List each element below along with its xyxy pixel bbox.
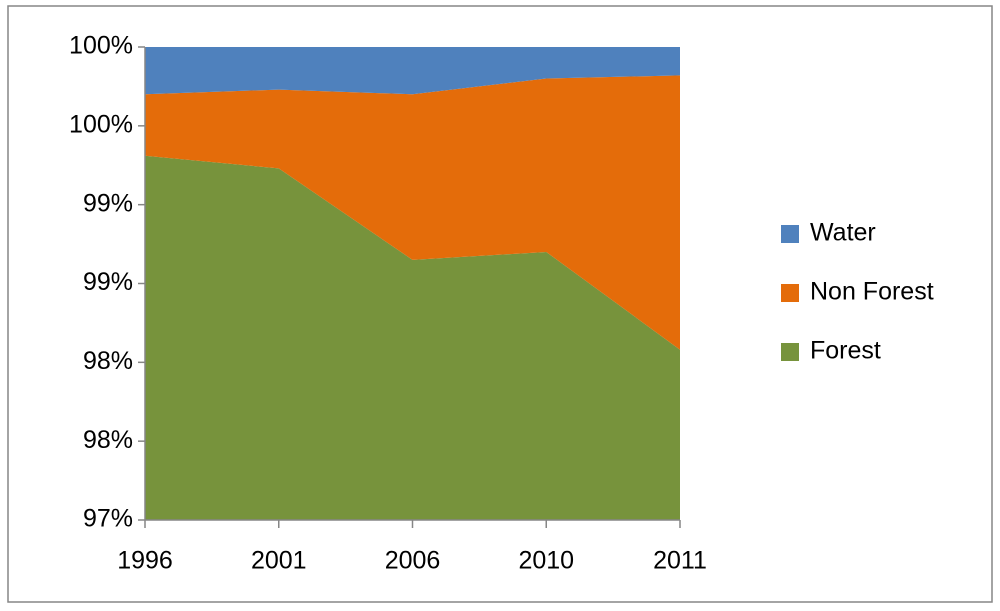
- x-tick-label: 2006: [385, 547, 441, 575]
- area: [145, 47, 680, 95]
- x-tick-label: 2011: [653, 547, 707, 575]
- y-tick-label: 99%: [83, 189, 133, 217]
- legend-label: Water: [810, 219, 876, 247]
- x-tick-label: 2010: [518, 547, 574, 575]
- area: [145, 75, 680, 350]
- y-tick-label: 100%: [69, 110, 133, 138]
- area: [145, 155, 680, 521]
- y-tick-label: 98%: [83, 426, 133, 454]
- x-tick-label: 2001: [251, 547, 307, 575]
- legend-swatch: [781, 343, 799, 361]
- legend-label: Forest: [810, 337, 881, 365]
- y-tick-label: 98%: [83, 347, 133, 375]
- y-tick-label: 99%: [83, 268, 133, 296]
- legend-swatch: [781, 225, 799, 243]
- legend-swatch: [781, 284, 799, 302]
- legend-label: Non Forest: [810, 278, 934, 306]
- y-tick-label: 97%: [83, 505, 133, 533]
- y-tick-label: 100%: [69, 32, 133, 60]
- x-tick-label: 1996: [117, 547, 173, 575]
